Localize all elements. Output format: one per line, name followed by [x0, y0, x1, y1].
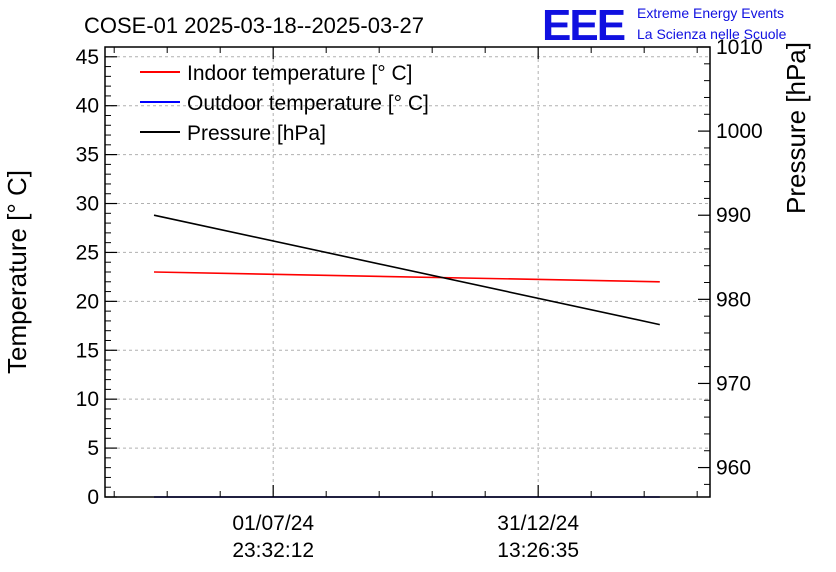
y-tick-label: 35 — [76, 144, 99, 167]
y2-tick-label: 960 — [716, 457, 751, 480]
y2-tick-label: 1000 — [716, 120, 763, 143]
legend-entry-0: Indoor temperature [° C] — [187, 62, 413, 85]
y-tick-label: 40 — [76, 95, 99, 118]
legend: Indoor temperature [° C] Outdoor temperat… — [140, 62, 429, 145]
y-tick-label: 20 — [76, 290, 99, 313]
legend-entry-1: Outdoor temperature [° C] — [187, 92, 429, 115]
y-tick-label: 15 — [76, 339, 99, 362]
series-line-2 — [153, 214, 660, 326]
eee-logo-line2: La Scienza nelle Scuole — [637, 26, 787, 42]
y-tick-label: 45 — [76, 46, 99, 69]
y2-tick-label: 980 — [716, 288, 751, 311]
y-axis-label: Temperature [° C] — [2, 170, 32, 374]
y-tick-label: 10 — [76, 388, 99, 411]
series-line-0 — [153, 271, 660, 283]
x-tick-time: 13:26:35 — [497, 539, 579, 562]
y2-axis-label: Pressure [hPa] — [781, 42, 811, 214]
y2-tick-label: 1010 — [716, 36, 763, 59]
y2-tick-label: 990 — [716, 204, 751, 227]
y2-tick-label: 970 — [716, 372, 751, 395]
x-tick-date: 31/12/24 — [497, 512, 579, 535]
left-axis-ticks: 0 5 10 15 20 25 30 35 40 45 — [76, 46, 117, 509]
eee-logo: EEE Extreme Energy Events La Scienza nel… — [542, 1, 787, 50]
y-tick-label: 5 — [87, 437, 99, 460]
bottom-axis-ticks: 01/07/24 23:32:12 31/12/24 13:26:35 — [113, 47, 698, 562]
grid-lines — [105, 47, 710, 497]
data-series — [153, 214, 660, 498]
legend-entry-2: Pressure [hPa] — [187, 122, 326, 145]
chart-title: COSE-01 2025-03-18--2025-03-27 — [84, 13, 424, 38]
x-tick-date: 01/07/24 — [232, 512, 314, 535]
eee-logo-line1: Extreme Energy Events — [637, 5, 784, 21]
x-tick-time: 23:32:12 — [232, 539, 314, 562]
y-tick-label: 25 — [76, 241, 99, 264]
eee-logo-mark: EEE — [542, 1, 625, 50]
y-tick-label: 0 — [87, 486, 99, 509]
right-axis-ticks: 960 970 980 990 1000 1010 — [698, 36, 763, 485]
y-tick-label: 30 — [76, 193, 99, 216]
